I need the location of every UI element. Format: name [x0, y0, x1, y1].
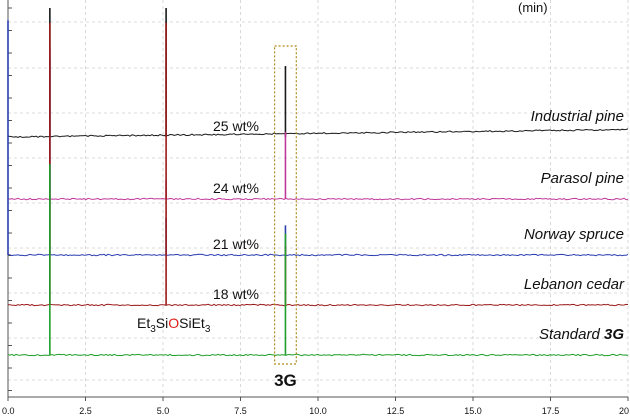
- trace-labels: Industrial pine 25 wt% Parasol pine 24 wt% N…: [213, 108, 625, 343]
- wt-percent-label: 21 wt%: [213, 236, 259, 252]
- chromatogram-traces: [7, 8, 629, 357]
- x-tick-label: 12.5: [387, 406, 405, 416]
- x-tick-label: 2.5: [79, 406, 92, 416]
- series-name-label: Norway spruce: [524, 226, 624, 243]
- x-tick-label: 15.0: [464, 406, 482, 416]
- wt-percent-label: 24 wt%: [213, 180, 259, 196]
- 3g-peak-label: 3G: [274, 371, 297, 390]
- x-tick-label: 10.0: [309, 406, 327, 416]
- x-tick-label: 20: [619, 406, 629, 416]
- x-tick-label: 0.0: [2, 406, 15, 416]
- series-name-label: Lebanon cedar: [524, 276, 625, 293]
- x-tick-label: 7.5: [234, 406, 247, 416]
- wt-percent-label: 25 wt%: [213, 118, 259, 134]
- trace-3: [8, 303, 629, 307]
- x-tick-labels: 0.0 2.5 5.0 7.5 10.0 12.5 15.0 17.5 20: [2, 406, 629, 416]
- x-tick-label: 5.0: [157, 406, 170, 416]
- trace-0: [7, 128, 629, 139]
- wt-percent-label: 18 wt%: [213, 286, 259, 302]
- series-name-label: Parasol pine: [541, 170, 624, 187]
- trace-4: [7, 353, 629, 357]
- series-name-label: Industrial pine: [531, 108, 624, 125]
- x-tick-label: 17.5: [542, 406, 560, 416]
- trace-1: [7, 197, 629, 201]
- trace-2: [7, 253, 629, 257]
- header-fragment: (min): [518, 0, 548, 15]
- siloxane-annotation: Et3SiOSiEt3: [137, 315, 211, 335]
- 3g-peak-highlight-box: [274, 45, 297, 365]
- series-name-label: Standard 3G: [539, 326, 624, 343]
